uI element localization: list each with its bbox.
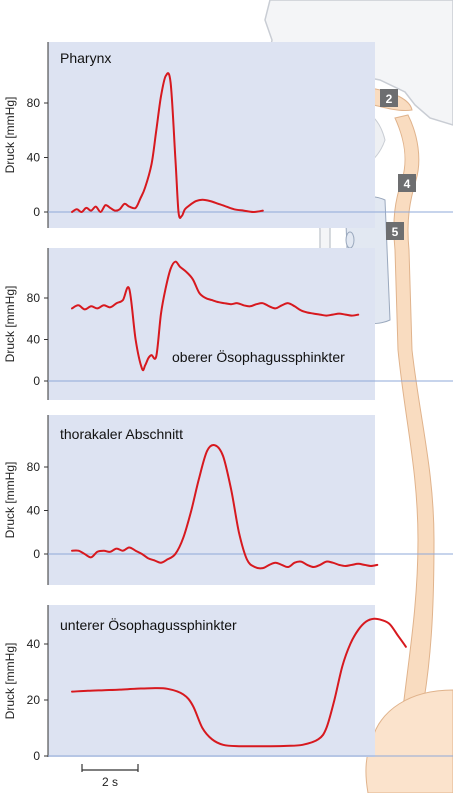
y-tick-label: 80 [27,460,41,474]
y-tick-label: 40 [27,504,41,518]
panel-title: oberer Ösophagussphinkter [172,348,345,365]
chart-panel-2: 0 40 80 Druck [mmHg] oberer Ösophagussphinkt… [3,248,453,400]
svg-text:4: 4 [404,177,411,191]
y-axis-label: Druck [mmHg] [3,97,17,174]
y-tick-label: 40 [27,333,41,347]
pressure-curve [71,260,360,372]
y-tick-label: 40 [27,637,41,651]
pressure-curve [71,72,264,219]
y-axis-label: Druck [mmHg] [3,286,17,363]
panel-title: unterer Ösophagussphinkter [60,616,237,633]
marker-2: 2 [380,89,398,107]
y-tick-label: 80 [27,291,41,305]
plot-background [48,248,375,400]
marker-5: 5 [386,222,404,240]
y-tick-label: 40 [27,151,41,165]
pressure-curve [71,617,407,748]
plot-background [48,605,375,757]
y-tick-label: 80 [27,96,41,110]
plot-background [48,42,375,228]
y-tick-label: 0 [33,374,40,388]
time-scale-label: 2 s [102,775,118,789]
y-tick-label: 0 [33,749,40,763]
plot-background [48,415,375,585]
stomach [365,689,453,793]
y-tick-label: 20 [27,693,41,707]
time-scale: 2 s [81,764,139,789]
pressure-curve [71,443,379,570]
y-axis-label: Druck [mmHg] [3,462,17,539]
y-axis-label: Druck [mmHg] [3,643,17,720]
chart-panel-3: 0 40 80 Druck [mmHg] thorakaler Abschnitt [3,415,453,585]
svg-text:2: 2 [386,92,393,106]
marker-4: 4 [398,174,416,192]
panel-title: Pharynx [60,50,111,66]
svg-text:5: 5 [392,225,399,239]
y-tick-label: 0 [33,547,40,561]
chart-panel-1: 0 40 80 Druck [mmHg] Pharynx [3,42,453,228]
chart-panel-4: 0 20 40 Druck [mmHg] unterer Ösophagussphink… [3,605,453,763]
y-tick-label: 0 [33,205,40,219]
panel-title: thorakaler Abschnitt [60,426,183,442]
